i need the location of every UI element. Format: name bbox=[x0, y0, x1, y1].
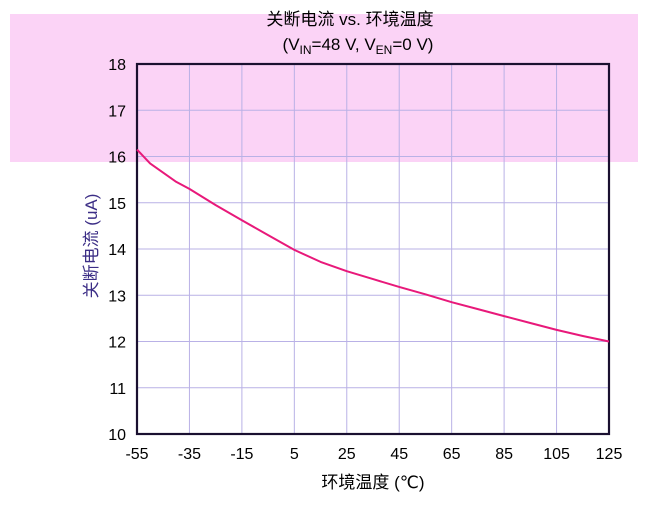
x-axis-label: 环境温度 (℃) bbox=[321, 473, 424, 492]
y-axis-label: 关断电流 (uA) bbox=[82, 194, 101, 299]
x-tick-label: 25 bbox=[338, 446, 356, 463]
x-tick-label: 125 bbox=[596, 446, 623, 463]
x-tick-label: 85 bbox=[495, 446, 513, 463]
x-tick-label: -55 bbox=[125, 446, 148, 463]
subtitle-open: (V bbox=[283, 35, 301, 54]
series-layer bbox=[136, 148, 610, 343]
y-tick-label: 17 bbox=[108, 103, 126, 120]
plot-frame bbox=[135, 62, 611, 436]
subtitle-ven-sub: EN bbox=[376, 43, 393, 57]
chart-subtitle: (VIN=48 V, VEN=0 V) bbox=[283, 35, 434, 57]
series-line bbox=[136, 148, 610, 343]
y-tick-label: 11 bbox=[109, 381, 126, 398]
x-tick-label: -15 bbox=[230, 446, 253, 463]
y-tick-label: 18 bbox=[108, 57, 126, 74]
x-tick-label: 45 bbox=[390, 446, 408, 463]
top-highlight-band bbox=[10, 14, 638, 162]
y-tick-label: 15 bbox=[108, 196, 126, 213]
subtitle-close: =0 V) bbox=[392, 35, 433, 54]
x-tick-label: 105 bbox=[543, 446, 570, 463]
subtitle-vin-sub: IN bbox=[300, 43, 312, 57]
subtitle-mid: =48 V, V bbox=[312, 35, 377, 54]
x-tick-label: 5 bbox=[290, 446, 299, 463]
chart-title: 关断电流 vs. 环境温度 bbox=[266, 10, 433, 29]
y-tick-label: 14 bbox=[108, 242, 126, 259]
x-tick-label: -35 bbox=[178, 446, 201, 463]
tick-layer: -55 -35 -15 5 25 45 65 85 105 125 10 11 12 13 14 15 16 17… bbox=[108, 57, 622, 463]
grid-layer bbox=[137, 64, 609, 434]
y-tick-label: 13 bbox=[108, 288, 126, 305]
y-tick-label: 10 bbox=[108, 427, 126, 444]
y-tick-label: 16 bbox=[108, 150, 126, 167]
y-tick-label: 12 bbox=[108, 335, 126, 352]
x-tick-label: 65 bbox=[443, 446, 461, 463]
